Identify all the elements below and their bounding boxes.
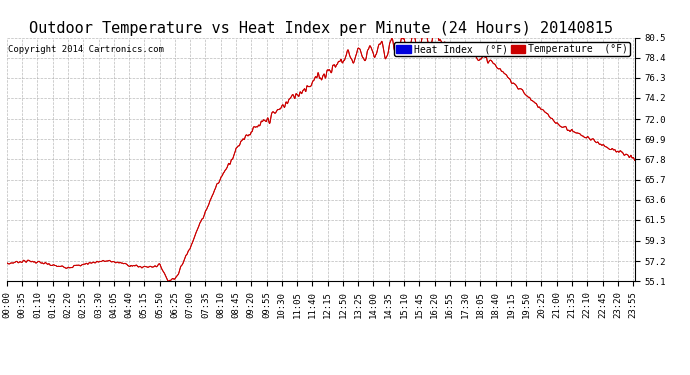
Legend: Heat Index  (°F), Temperature  (°F): Heat Index (°F), Temperature (°F) [394,42,630,56]
Title: Outdoor Temperature vs Heat Index per Minute (24 Hours) 20140815: Outdoor Temperature vs Heat Index per Mi… [29,21,613,36]
Text: Copyright 2014 Cartronics.com: Copyright 2014 Cartronics.com [8,45,164,54]
